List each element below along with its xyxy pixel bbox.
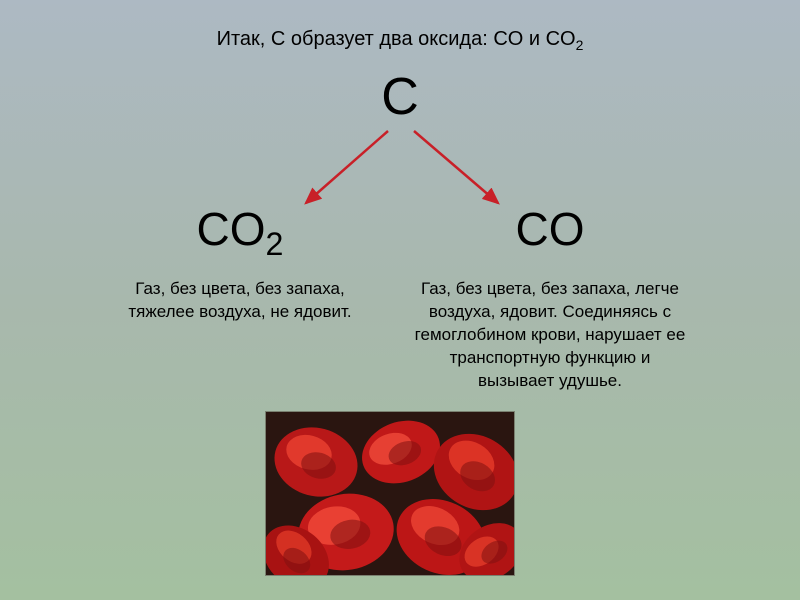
blood-cells-svg — [266, 412, 515, 576]
formula-co-main: CO — [516, 203, 585, 255]
product-co: CO Газ, без цвета, без запаха, легче воз… — [410, 202, 690, 393]
formula-co2-main: CO — [197, 203, 266, 255]
formula-co2: CO2 — [110, 202, 370, 263]
title-subscript: 2 — [576, 37, 584, 53]
description-co2: Газ, без цвета, без запаха, тяжелее возд… — [110, 278, 370, 324]
arrow-left-icon — [300, 129, 400, 211]
root-symbol: C — [0, 67, 800, 127]
arrow-right-icon — [412, 129, 512, 211]
product-co2: CO2 Газ, без цвета, без запаха, тяжелее … — [110, 202, 370, 393]
title-text: Итак, C образует два оксида: CO и CO — [217, 28, 576, 50]
arrow-container — [0, 127, 800, 207]
formula-co: CO — [410, 202, 690, 263]
description-co: Газ, без цвета, без запаха, легче воздух… — [410, 278, 690, 393]
products-row: CO2 Газ, без цвета, без запаха, тяжелее … — [0, 202, 800, 393]
page-title: Итак, C образует два оксида: CO и CO2 — [0, 0, 800, 53]
blood-cells-image — [265, 411, 515, 576]
formula-co2-sub: 2 — [266, 226, 284, 262]
